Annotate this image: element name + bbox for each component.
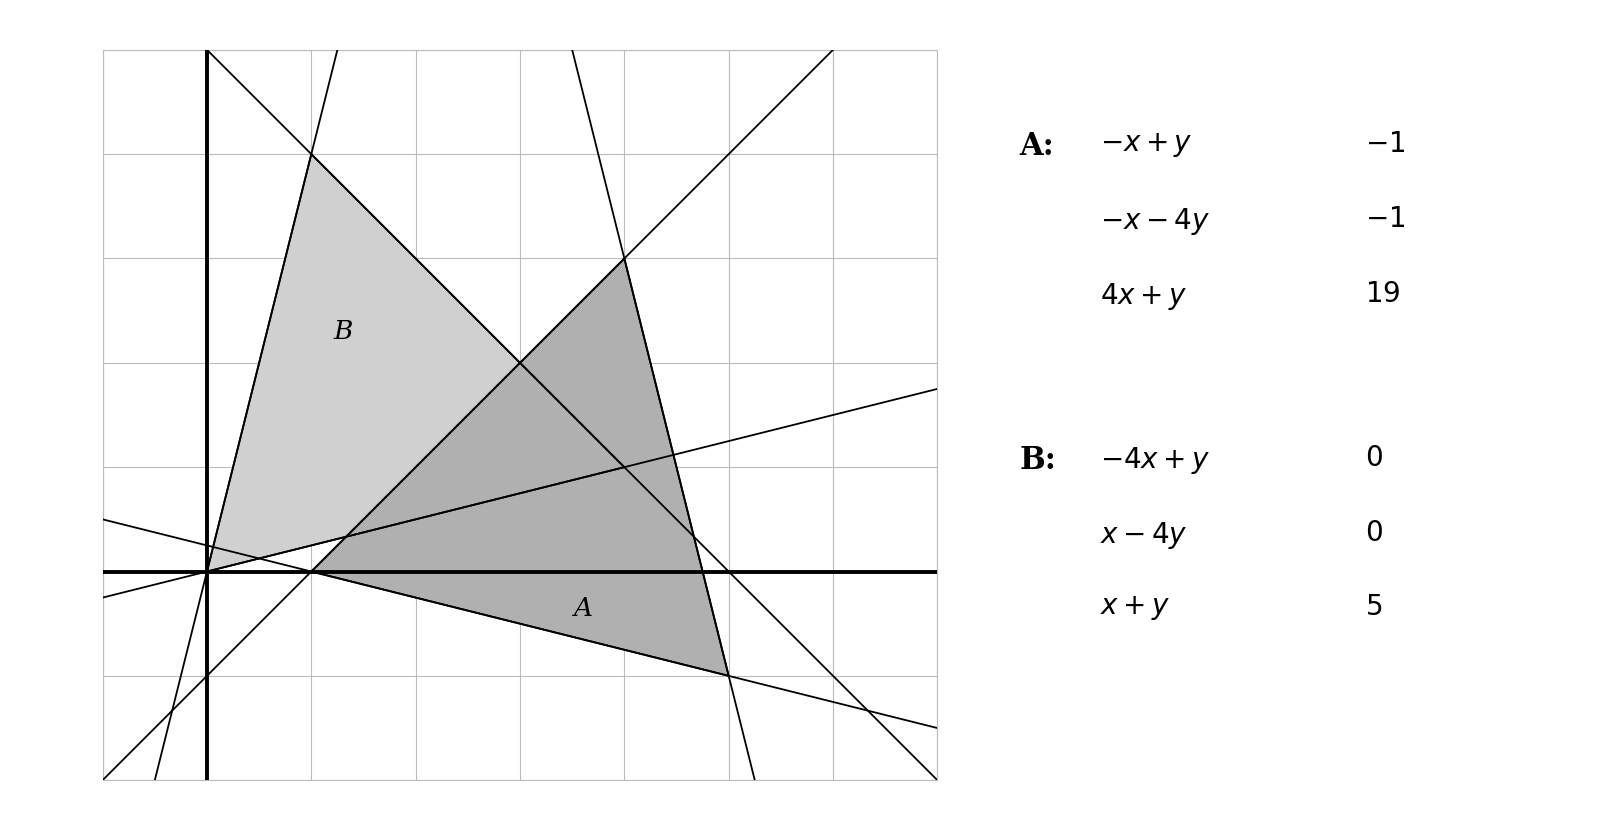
Text: $-x + y$: $-x + y$ (1101, 131, 1192, 159)
Text: $-1$: $-1$ (1365, 131, 1405, 159)
Text: $x - 4y$: $x - 4y$ (1101, 520, 1187, 550)
Text: $19$: $19$ (1365, 281, 1400, 308)
Text: B: B (333, 319, 352, 344)
Text: B:: B: (1019, 445, 1056, 476)
Text: $4x + y$: $4x + y$ (1101, 281, 1187, 311)
Text: A:: A: (1019, 131, 1054, 162)
Text: $5$: $5$ (1365, 594, 1382, 622)
Polygon shape (312, 258, 728, 676)
Text: $0$: $0$ (1365, 445, 1382, 472)
Text: $-x - 4y$: $-x - 4y$ (1101, 206, 1210, 237)
Text: $-4x + y$: $-4x + y$ (1101, 445, 1210, 476)
Polygon shape (206, 154, 624, 572)
Text: A: A (573, 596, 592, 621)
Text: $0$: $0$ (1365, 520, 1382, 547)
Text: $x + y$: $x + y$ (1101, 594, 1170, 622)
Text: $-1$: $-1$ (1365, 206, 1405, 233)
